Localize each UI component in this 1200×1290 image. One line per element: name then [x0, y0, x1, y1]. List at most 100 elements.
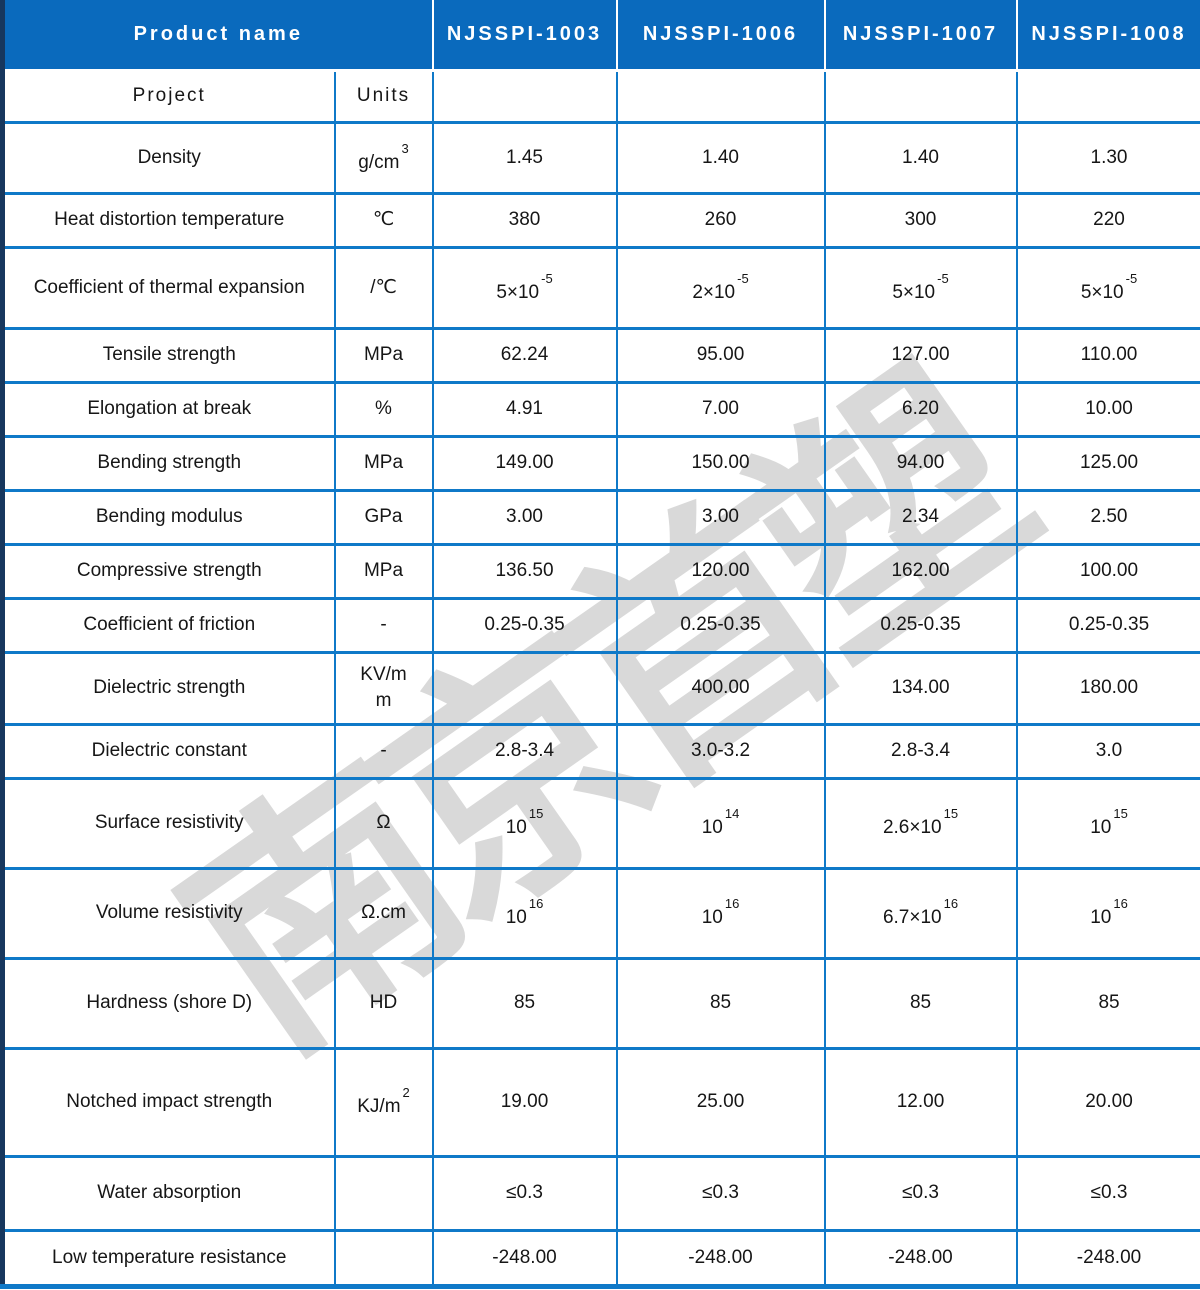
value-cell: 2.6×1015	[823, 776, 1018, 870]
value-cell: 95.00	[615, 326, 826, 384]
product-header-njsspi-1008: NJSSPI-1008	[1015, 0, 1200, 72]
value-cell: 1015	[1015, 776, 1200, 870]
value-cell: 127.00	[823, 326, 1018, 384]
table-row: Heat distortion temperature ℃ 380 260 300 220	[1, 191, 1200, 249]
unit-cell: MPa	[333, 434, 434, 492]
superscript: -5	[737, 270, 749, 286]
value-cell: 12.00	[823, 1046, 1018, 1158]
value-cell: 2.34	[823, 488, 1018, 546]
table-body: Density g/cm3 1.45 1.40 1.40 1.30 Heat distort…	[1, 120, 1200, 1288]
value-cell: ≤0.3	[431, 1154, 618, 1232]
value-cell: 1.30	[1015, 120, 1200, 195]
units-label: Units	[333, 68, 434, 124]
subheader-row: Project Units	[1, 68, 1200, 124]
property-cell: Surface resistivity	[1, 776, 336, 870]
property-cell: Dielectric strength	[1, 650, 336, 726]
property-cell: Water absorption	[1, 1154, 336, 1232]
table-row: Hardness (shore D) HD 85 85 85 85	[1, 956, 1200, 1050]
unit-cell	[333, 1228, 434, 1288]
value-cell: 220	[1015, 191, 1200, 249]
superscript: -5	[541, 270, 553, 286]
value-cell: 1014	[615, 776, 826, 870]
value-cell: 400.00	[615, 650, 826, 726]
value-cell: ≤0.3	[615, 1154, 826, 1232]
value-cell: 19.00	[431, 1046, 618, 1158]
table-row: Surface resistivity Ω 1015 1014 2.6×1015 1015	[1, 776, 1200, 870]
superscript: 15	[528, 806, 544, 822]
unit-cell: MPa	[333, 542, 434, 600]
table-row: Water absorption ≤0.3 ≤0.3 ≤0.3 ≤0.3	[1, 1154, 1200, 1232]
property-cell: Volume resistivity	[1, 866, 336, 960]
table-row: Elongation at break% 4.91 7.00 6.20 10.00	[1, 380, 1200, 438]
property-cell: Elongation at break	[1, 380, 336, 438]
value-cell: 0.25-0.35	[431, 596, 618, 654]
value-cell: 125.00	[1015, 434, 1200, 492]
product-header-njsspi-1007: NJSSPI-1007	[823, 0, 1018, 72]
empty-cell	[431, 68, 618, 124]
value-cell: 1016	[1015, 866, 1200, 960]
value-cell: 136.50	[431, 542, 618, 600]
table-row: Bending modulus GPa 3.00 3.00 2.34 2.50	[1, 488, 1200, 546]
value-cell: 85	[431, 956, 618, 1050]
table-row: Bending strength MPa 149.00 150.00 94.00 125.…	[1, 434, 1200, 492]
unit-cell: HD	[333, 956, 434, 1050]
unit-cell: -	[333, 596, 434, 654]
property-cell: Low temperature resistance	[1, 1228, 336, 1288]
value-cell: 5×10-5	[823, 245, 1018, 330]
product-header-njsspi-1003: NJSSPI-1003	[431, 0, 618, 72]
property-cell: Bending modulus	[1, 488, 336, 546]
value-cell: 150.00	[615, 434, 826, 492]
superscript: 16	[1113, 896, 1128, 912]
unit-cell: /℃	[333, 245, 434, 330]
superscript: 16	[528, 896, 544, 912]
unit-cell: ℃	[333, 191, 434, 249]
value-cell: -248.00	[823, 1228, 1018, 1288]
value-cell: -248.00	[1015, 1228, 1200, 1288]
value-cell: 2.50	[1015, 488, 1200, 546]
value-cell: 260	[615, 191, 826, 249]
unit-cell: MPa	[333, 326, 434, 384]
superscript: 2	[402, 1085, 410, 1101]
unit-cell: GPa	[333, 488, 434, 546]
property-cell: Tensile strength	[1, 326, 336, 384]
project-label: Project	[1, 68, 336, 124]
superscript: 15	[943, 806, 959, 822]
table-row: Coefficient of thermal expansion/℃ 5×10-5…	[1, 245, 1200, 330]
value-cell: 1016	[615, 866, 826, 960]
value-cell: 85	[1015, 956, 1200, 1050]
value-cell: 2.8-3.4	[823, 722, 1018, 780]
table-row: Density g/cm3 1.45 1.40 1.40 1.30	[1, 120, 1200, 195]
superscript: 14	[724, 806, 740, 822]
empty-cell	[615, 68, 826, 124]
unit-cell: -	[333, 722, 434, 780]
unit-cell: KV/m m	[333, 650, 434, 726]
value-cell: 25.00	[615, 1046, 826, 1158]
property-cell: Bending strength	[1, 434, 336, 492]
value-cell: 0.25-0.35	[1015, 596, 1200, 654]
value-cell: 162.00	[823, 542, 1018, 600]
unit-cell: %	[333, 380, 434, 438]
value-cell: 1.40	[615, 120, 826, 195]
unit-cell: g/cm3	[333, 120, 434, 195]
value-cell: 1.45	[431, 120, 618, 195]
value-cell: 110.00	[1015, 326, 1200, 384]
value-cell: 3.0-3.2	[615, 722, 826, 780]
value-cell: 94.00	[823, 434, 1018, 492]
unit-cell	[333, 1154, 434, 1232]
value-cell: 6.20	[823, 380, 1018, 438]
superscript: 3	[401, 140, 409, 156]
value-cell: 300	[823, 191, 1018, 249]
unit-cell: Ω	[333, 776, 434, 870]
property-cell: Coefficient of thermal expansion	[1, 245, 336, 330]
value-cell: 7.00	[615, 380, 826, 438]
value-cell: 10.00	[1015, 380, 1200, 438]
property-cell: Notched impact strength	[1, 1046, 336, 1158]
value-cell: ≤0.3	[1015, 1154, 1200, 1232]
value-cell: 180.00	[1015, 650, 1200, 726]
property-cell: Compressive strength	[1, 542, 336, 600]
product-name-header: Product name	[1, 0, 434, 72]
value-cell: -248.00	[615, 1228, 826, 1288]
value-cell: 62.24	[431, 326, 618, 384]
property-cell: Hardness (shore D)	[1, 956, 336, 1050]
superscript: 16	[724, 896, 740, 912]
